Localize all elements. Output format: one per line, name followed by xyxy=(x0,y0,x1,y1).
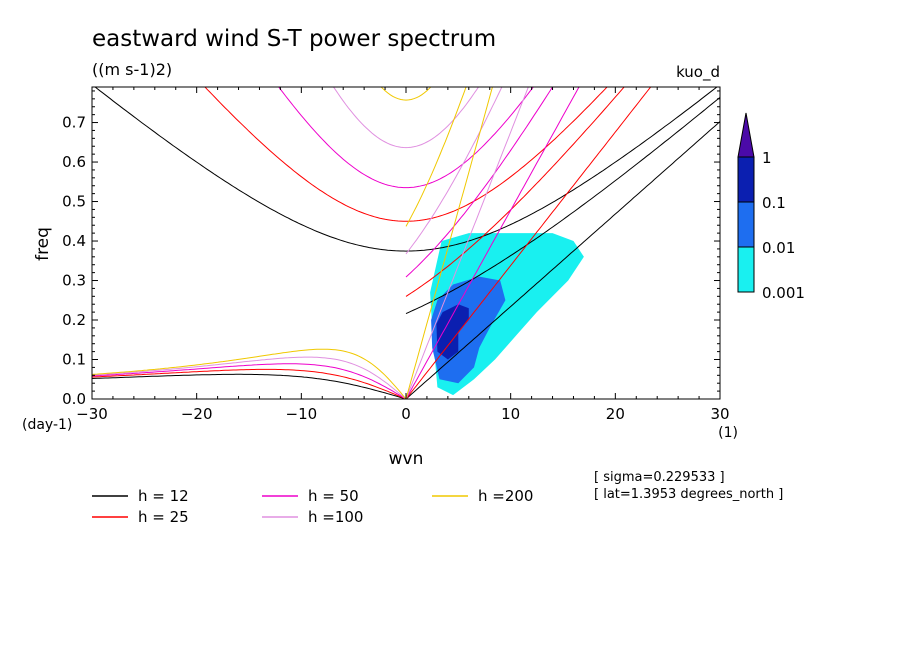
kelvin-curve-1 xyxy=(405,87,652,399)
colorbar-cap xyxy=(737,112,755,158)
inertia-gravity-curve-3 xyxy=(332,87,480,149)
x-tick-label: −10 xyxy=(286,405,318,423)
colorbar-band xyxy=(737,201,755,248)
y-tick-label: 0.2 xyxy=(62,311,86,329)
power-region-2 xyxy=(436,304,469,360)
kelvin-curve-4 xyxy=(405,87,493,399)
kelvin-curve-3 xyxy=(405,87,529,399)
x-tick-label: 20 xyxy=(606,405,625,423)
kelvin-curve-0 xyxy=(405,121,720,399)
legend-label: h = 25 xyxy=(138,508,189,526)
x-axis-label: wvn xyxy=(389,449,424,469)
y-tick-label: 0.1 xyxy=(62,351,86,369)
dispersion-curves xyxy=(92,87,720,399)
kelvin-curve-2 xyxy=(405,87,580,399)
lat-annotation: [ lat=1.3953 degrees_north ] xyxy=(594,487,783,502)
y-axis: 0.0 0.1 0.2 0.3 0.4 0.5 0.6 0.7 xyxy=(62,90,720,408)
x-tick-label: 30 xyxy=(710,405,729,423)
y-axis-label: freq xyxy=(33,227,53,261)
mrg-curve-2 xyxy=(405,87,554,278)
y-tick-label: 0.5 xyxy=(62,193,86,211)
legend: h = 12 h = 25 h = 50 h =100 h =200 xyxy=(92,487,533,526)
rossby-curve-3 xyxy=(92,356,407,399)
y-tick-label: 0.6 xyxy=(62,153,86,171)
inertia-gravity-curve-0 xyxy=(94,87,718,252)
colorbar-label: 0.01 xyxy=(762,239,795,257)
legend-label: h = 50 xyxy=(308,487,359,505)
x-tick-label: 0 xyxy=(401,405,411,423)
rossby-curve-1 xyxy=(92,368,407,399)
rossby-curve-4 xyxy=(92,348,407,399)
legend-label: h = 12 xyxy=(138,487,189,505)
x-tick-label: −20 xyxy=(181,405,213,423)
sigma-annotation: [ sigma=0.229533 ] xyxy=(594,470,725,485)
x-axis: −30 −20 −10 0 10 20 30 xyxy=(76,87,730,423)
inertia-gravity-curve-4 xyxy=(380,87,432,101)
mrg-curve-3 xyxy=(405,87,503,255)
corner-label: kuo_d xyxy=(676,63,720,82)
colorbar-band xyxy=(737,156,755,203)
mrg-curve-0 xyxy=(405,97,720,315)
inertia-gravity-curve-1 xyxy=(204,87,608,222)
colorbar-label: 0.001 xyxy=(762,284,805,302)
power-shading xyxy=(430,233,584,396)
x-tick-label: 10 xyxy=(501,405,520,423)
colorbar-band xyxy=(737,246,755,293)
chart-units: ((m s-1)2) xyxy=(92,60,172,79)
colorbar: 1 0.1 0.01 0.001 xyxy=(737,112,805,302)
plot-frame xyxy=(91,86,721,400)
x-tick-label: −30 xyxy=(76,405,108,423)
legend-label: h =100 xyxy=(308,508,363,526)
rossby-curve-2 xyxy=(92,363,407,399)
y-unit-label: (day-1) xyxy=(22,417,72,433)
rossby-curve-0 xyxy=(92,373,407,399)
x-unit-label: (1) xyxy=(718,425,738,441)
legend-label: h =200 xyxy=(478,487,533,505)
y-tick-label: 0.0 xyxy=(62,390,86,408)
mrg-curve-4 xyxy=(405,87,467,227)
colorbar-label: 0.1 xyxy=(762,194,786,212)
y-tick-label: 0.7 xyxy=(62,114,86,132)
chart-title: eastward wind S-T power spectrum xyxy=(92,26,496,52)
y-tick-label: 0.4 xyxy=(62,232,86,250)
y-tick-label: 0.3 xyxy=(62,272,86,290)
mrg-curve-1 xyxy=(405,87,625,297)
inertia-gravity-curve-2 xyxy=(278,87,534,189)
colorbar-label: 1 xyxy=(762,149,772,167)
